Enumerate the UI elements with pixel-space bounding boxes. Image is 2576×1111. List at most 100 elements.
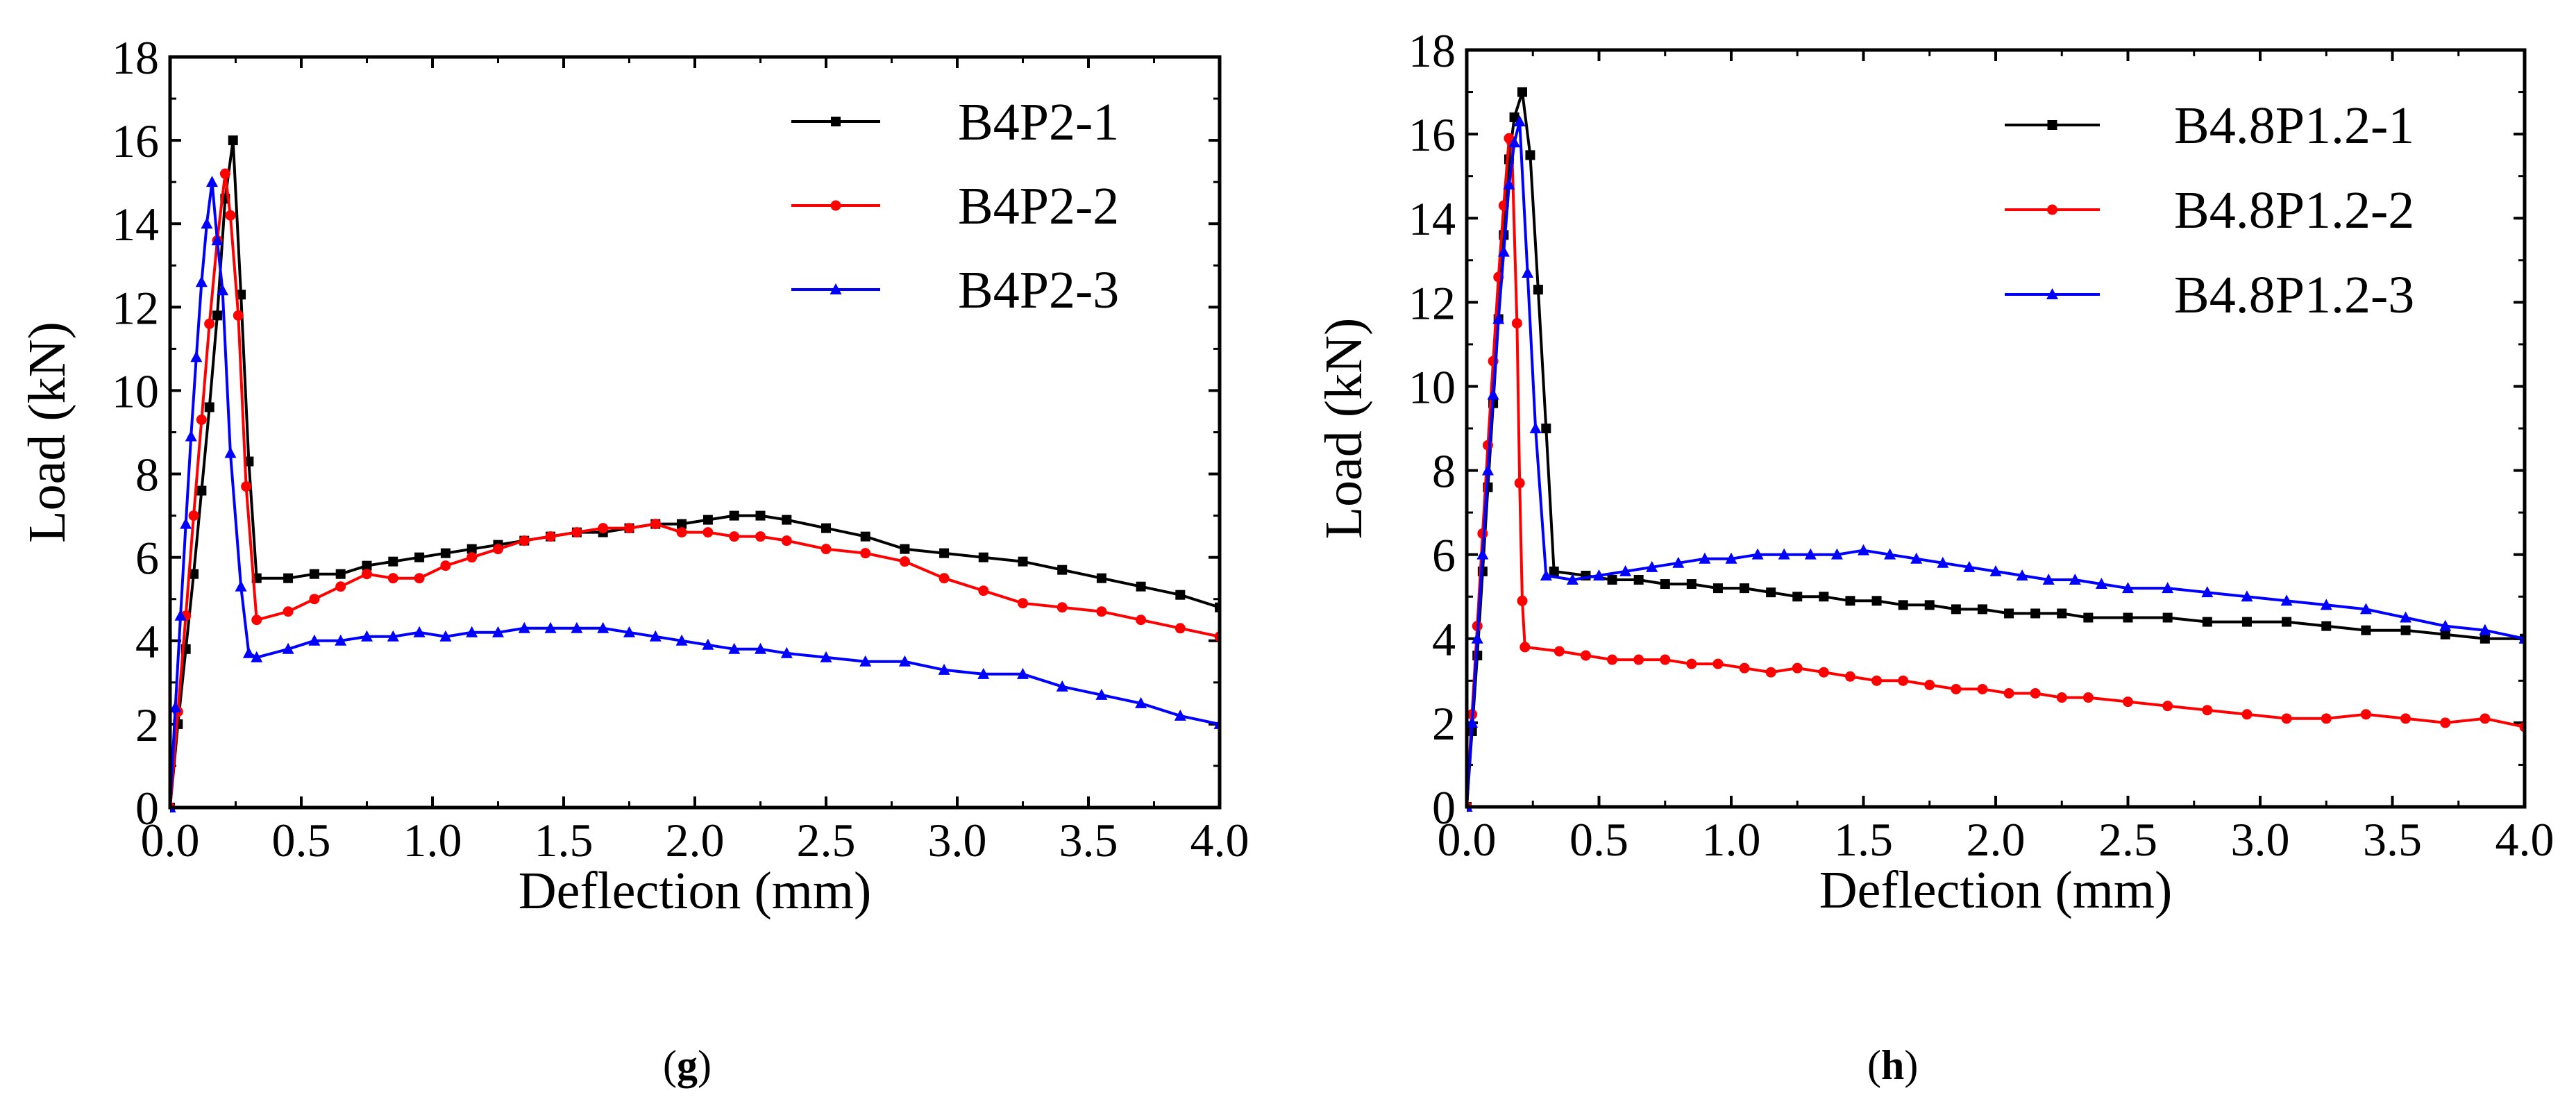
data-point (1136, 615, 1147, 626)
data-point (1884, 548, 1896, 560)
legend-marker (2047, 204, 2057, 215)
legend-label: B4P2-2 (958, 177, 1119, 235)
data-point (1672, 556, 1685, 568)
plot-frame (168, 55, 1222, 810)
data-point (1778, 548, 1790, 560)
data-point (2400, 611, 2412, 623)
data-point (440, 560, 451, 571)
data-point (1963, 560, 1976, 572)
legend-marker (830, 283, 842, 294)
data-point (1858, 544, 1869, 556)
data-point (2282, 617, 2292, 627)
x-tick-label: 0.0 (141, 814, 200, 867)
data-point (2361, 625, 2371, 635)
data-point (466, 552, 478, 563)
data-point (1482, 440, 1493, 451)
data-point (900, 544, 910, 554)
data-point (2440, 629, 2450, 640)
data-point (1646, 560, 1658, 572)
data-point (1898, 600, 1908, 610)
data-point (1566, 574, 1579, 585)
series-line (1467, 121, 2525, 808)
data-point (1514, 478, 1525, 489)
data-point (2359, 603, 2372, 615)
legend-label: B4P2-3 (958, 261, 1119, 319)
data-point (938, 573, 950, 584)
x-tick-label: 0.5 (1569, 813, 1628, 866)
data-point (2123, 612, 2133, 623)
data-point (1174, 709, 1186, 721)
data-point (251, 615, 262, 626)
data-point (1607, 654, 1618, 665)
data-point (308, 634, 321, 646)
data-point (2083, 612, 2094, 623)
data-point (1497, 245, 1510, 257)
data-point (1619, 565, 1632, 576)
data-point (224, 446, 237, 458)
data-point (1607, 575, 1617, 585)
data-point (1660, 654, 1671, 665)
data-point (1804, 548, 1817, 560)
x-tick-label: 1.5 (1834, 813, 1893, 866)
data-point (2321, 621, 2332, 631)
panel-label-h: (h) (1867, 1042, 1919, 1088)
data-point (2241, 709, 2253, 720)
data-point (1686, 579, 1697, 590)
data-point (2162, 701, 2173, 712)
data-point (1135, 696, 1147, 708)
data-point (1511, 318, 1522, 329)
chart-h: 0.0 0.5 1.0 1.5 2.0 2.5 3.0 3.5 4.0 0 2 4 6 8 10 12 14 16… (1315, 24, 2554, 919)
y-tick-label: 10 (112, 365, 159, 417)
data-point (1517, 87, 1528, 97)
data-point (2320, 599, 2332, 610)
data-point (236, 290, 246, 300)
data-point (233, 310, 244, 321)
data-point (466, 544, 477, 554)
data-point (170, 701, 182, 712)
data-point (335, 634, 347, 646)
data-point (1844, 671, 1855, 682)
data-point (1175, 590, 1186, 600)
data-point (1096, 573, 1106, 583)
legend-marker (2047, 120, 2057, 130)
data-point (1513, 115, 1526, 126)
x-tick-label: 3.0 (2231, 813, 2290, 866)
data-point (1699, 552, 1711, 564)
data-point (1766, 587, 1776, 598)
series-B4P2-1 (170, 135, 1220, 812)
data-point (189, 569, 199, 579)
data-point (1018, 598, 1028, 609)
data-point (2479, 624, 2491, 635)
y-ticks: 0 2 4 6 8 10 12 14 16 18 (1408, 24, 2525, 834)
data-point (1898, 675, 1909, 686)
data-point (235, 580, 247, 592)
data-point (2241, 590, 2253, 602)
data-point (362, 569, 372, 580)
data-point (228, 135, 238, 146)
series-B4P2-3 (170, 176, 1220, 812)
data-point (1686, 658, 1697, 669)
data-point (2042, 574, 2055, 585)
data-point (1725, 552, 1737, 564)
data-point (624, 523, 634, 534)
data-point (2162, 582, 2174, 594)
data-point (180, 517, 192, 529)
data-point (492, 626, 504, 637)
x-tick-label: 2.0 (666, 814, 725, 867)
data-point (1549, 566, 1559, 576)
y-tick-label: 14 (112, 198, 159, 251)
data-point (185, 430, 197, 442)
data-point (439, 630, 452, 642)
data-point (519, 535, 530, 546)
data-point (1487, 388, 1499, 400)
data-point (978, 585, 989, 596)
data-point (860, 531, 870, 542)
data-point (387, 630, 399, 642)
data-point (2440, 717, 2451, 728)
data-point (2281, 713, 2292, 724)
data-point (335, 581, 346, 592)
y-tick-label: 6 (1432, 529, 1456, 582)
data-point (675, 634, 688, 646)
legend-label: B4.8P1.2-3 (2174, 266, 2414, 324)
x-tick-label: 2.0 (1967, 813, 2026, 866)
